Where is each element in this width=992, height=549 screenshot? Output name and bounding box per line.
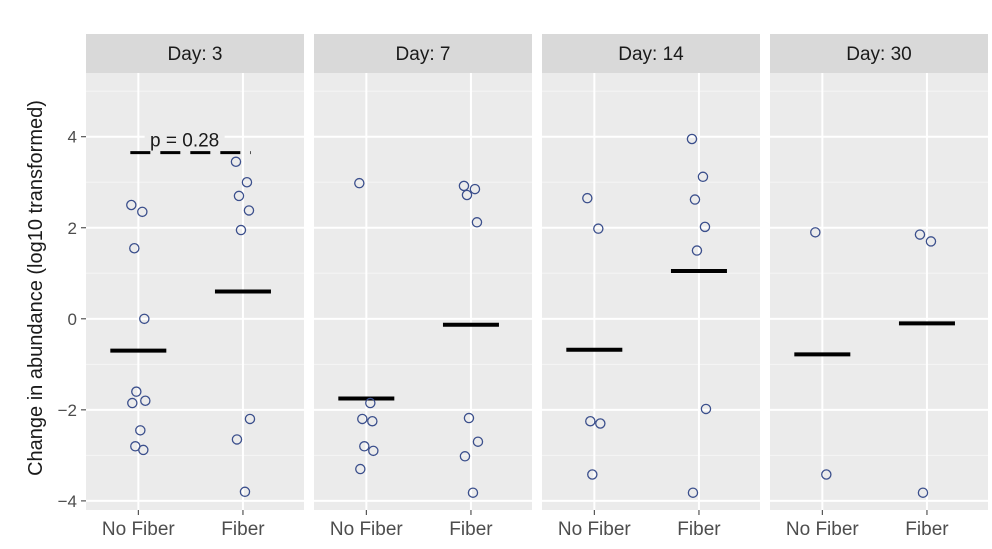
x-tick-label: No Fiber	[330, 519, 404, 540]
data-point	[593, 223, 604, 234]
data-point	[917, 487, 929, 498]
data-point	[467, 487, 479, 498]
data-point	[135, 425, 146, 436]
data-point	[458, 180, 470, 192]
facet-strip-label: Day: 3	[168, 44, 223, 65]
data-point	[821, 469, 832, 480]
facet-strip	[86, 34, 304, 73]
data-point	[699, 221, 711, 233]
data-point	[365, 397, 376, 409]
data-point	[138, 444, 149, 456]
facet-panel: Day: 14 No Fiber Fiber	[542, 34, 760, 540]
data-point	[463, 412, 475, 424]
y-tick-label: −4	[58, 492, 77, 511]
data-point	[239, 486, 251, 498]
data-point	[587, 469, 598, 480]
data-point	[459, 451, 471, 462]
data-point	[243, 205, 255, 216]
data-point	[810, 227, 821, 238]
facet-strip	[770, 34, 988, 73]
data-point	[359, 441, 370, 452]
y-axis: −4 −2 0 2 4	[58, 128, 86, 511]
x-tick-label: Fiber	[221, 519, 265, 540]
panel-background	[542, 73, 760, 510]
data-point	[686, 133, 698, 145]
data-point	[137, 206, 148, 218]
facet-panel: Day: 7 No Fiber Fiber	[314, 34, 532, 540]
data-point	[357, 413, 368, 425]
annotation-background	[144, 130, 225, 149]
facet-panel: Day: 3 No Fiber Fiber p = 0.28	[86, 34, 304, 540]
x-tick-label: Fiber	[449, 519, 493, 540]
data-point	[355, 463, 366, 475]
data-point	[233, 190, 245, 202]
y-tick-label: 0	[68, 310, 77, 329]
data-point	[235, 224, 247, 236]
x-tick-label: Fiber	[677, 519, 721, 540]
data-point	[131, 386, 142, 397]
facet-strip	[314, 34, 532, 73]
y-axis-title: Change in abundance (log10 transformed)	[25, 100, 47, 476]
data-point	[129, 243, 140, 254]
data-point	[127, 397, 138, 409]
facet-panel: Day: 30 No Fiber Fiber	[770, 34, 988, 540]
data-point	[231, 434, 243, 445]
data-point	[689, 194, 701, 205]
data-point	[241, 176, 253, 188]
facet-strip-label: Day: 14	[618, 44, 684, 65]
x-tick-label: Fiber	[905, 519, 949, 540]
data-point	[244, 413, 256, 425]
data-point	[139, 313, 150, 325]
facet-strip	[542, 34, 760, 73]
data-point	[230, 156, 242, 168]
data-point	[697, 171, 709, 183]
data-point	[585, 415, 596, 427]
data-point	[925, 236, 937, 247]
data-point	[700, 403, 712, 415]
panel-background	[314, 73, 532, 510]
data-point	[461, 189, 473, 201]
data-point	[354, 177, 365, 189]
data-point	[368, 445, 379, 457]
y-tick-label: −2	[58, 401, 77, 420]
x-tick-label: No Fiber	[786, 519, 860, 540]
facet-panels: Day: 3 No Fiber Fiber p = 0.28 Day: 7 No Fibe…	[86, 34, 988, 540]
facet-strip-label: Day: 7	[396, 44, 451, 65]
data-point	[469, 183, 481, 195]
data-point	[914, 229, 926, 240]
y-tick-label: 4	[68, 128, 77, 147]
data-point	[595, 418, 606, 429]
facet-strip-label: Day: 30	[846, 44, 911, 65]
data-point	[582, 192, 593, 204]
data-point	[691, 245, 703, 256]
panel-background	[770, 73, 988, 510]
data-point	[471, 217, 483, 228]
data-point	[367, 415, 378, 427]
p-value-annotation: p = 0.28	[150, 131, 219, 152]
x-tick-label: No Fiber	[558, 519, 632, 540]
data-point	[140, 395, 151, 406]
data-point	[687, 487, 699, 498]
data-point	[126, 199, 137, 211]
x-tick-label: No Fiber	[102, 519, 176, 540]
y-tick-label: 2	[68, 219, 77, 238]
data-point	[472, 436, 484, 447]
